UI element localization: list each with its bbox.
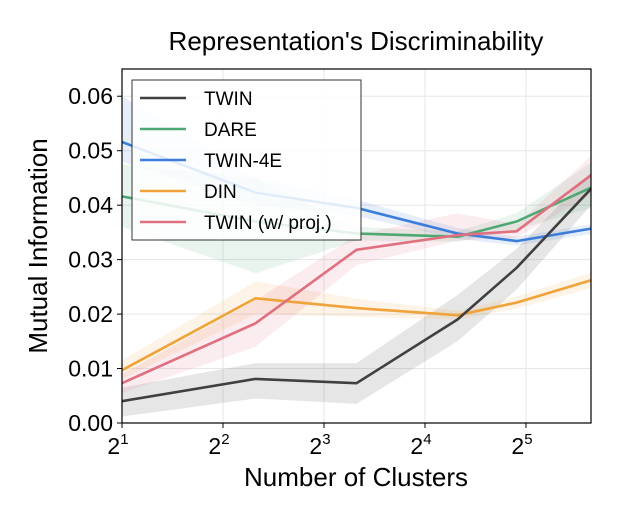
y-tick-label: 0.04 bbox=[68, 192, 113, 218]
line-twin bbox=[121, 187, 592, 403]
y-tick-label: 0.06 bbox=[68, 83, 113, 109]
legend-label: DARE bbox=[204, 120, 257, 141]
x-tick-label: 22 bbox=[208, 431, 229, 459]
x-tick-label: 23 bbox=[309, 431, 330, 459]
legend-label: TWIN (w/ proj.) bbox=[204, 213, 332, 234]
chart-title: Representation's Discriminability bbox=[169, 26, 544, 56]
line-twin-w-proj- bbox=[121, 174, 592, 385]
y-tick-label: 0.02 bbox=[68, 301, 113, 327]
y-axis-label: Mutual Information bbox=[23, 138, 53, 353]
y-tick-label: 0.03 bbox=[68, 247, 113, 273]
x-tick-label: 21 bbox=[107, 431, 128, 459]
legend-label: TWIN-4E bbox=[204, 151, 282, 172]
y-tick-label: 0.01 bbox=[68, 356, 113, 382]
line-din bbox=[121, 279, 592, 372]
x-axis-ticks: 21 22 23 24 25 bbox=[107, 423, 533, 459]
legend-label: DIN bbox=[204, 182, 237, 203]
x-tick-label: 24 bbox=[410, 431, 431, 459]
legend-label: TWIN bbox=[204, 89, 253, 110]
x-tick-label: 25 bbox=[511, 431, 532, 459]
plot-frame bbox=[121, 68, 592, 424]
x-axis-label: Number of Clusters bbox=[244, 462, 468, 492]
y-axis-ticks: 0.00 0.01 0.02 0.03 0.04 0.05 0.06 bbox=[68, 83, 122, 436]
band-din bbox=[122, 272, 591, 380]
y-tick-label: 0.00 bbox=[68, 410, 113, 436]
legend-box bbox=[131, 79, 362, 241]
band-twin-w-proj- bbox=[122, 156, 591, 393]
y-tick-label: 0.05 bbox=[68, 138, 113, 164]
legend: TWIN DARE TWIN-4E DIN TWIN (w/ proj.) bbox=[131, 79, 362, 241]
